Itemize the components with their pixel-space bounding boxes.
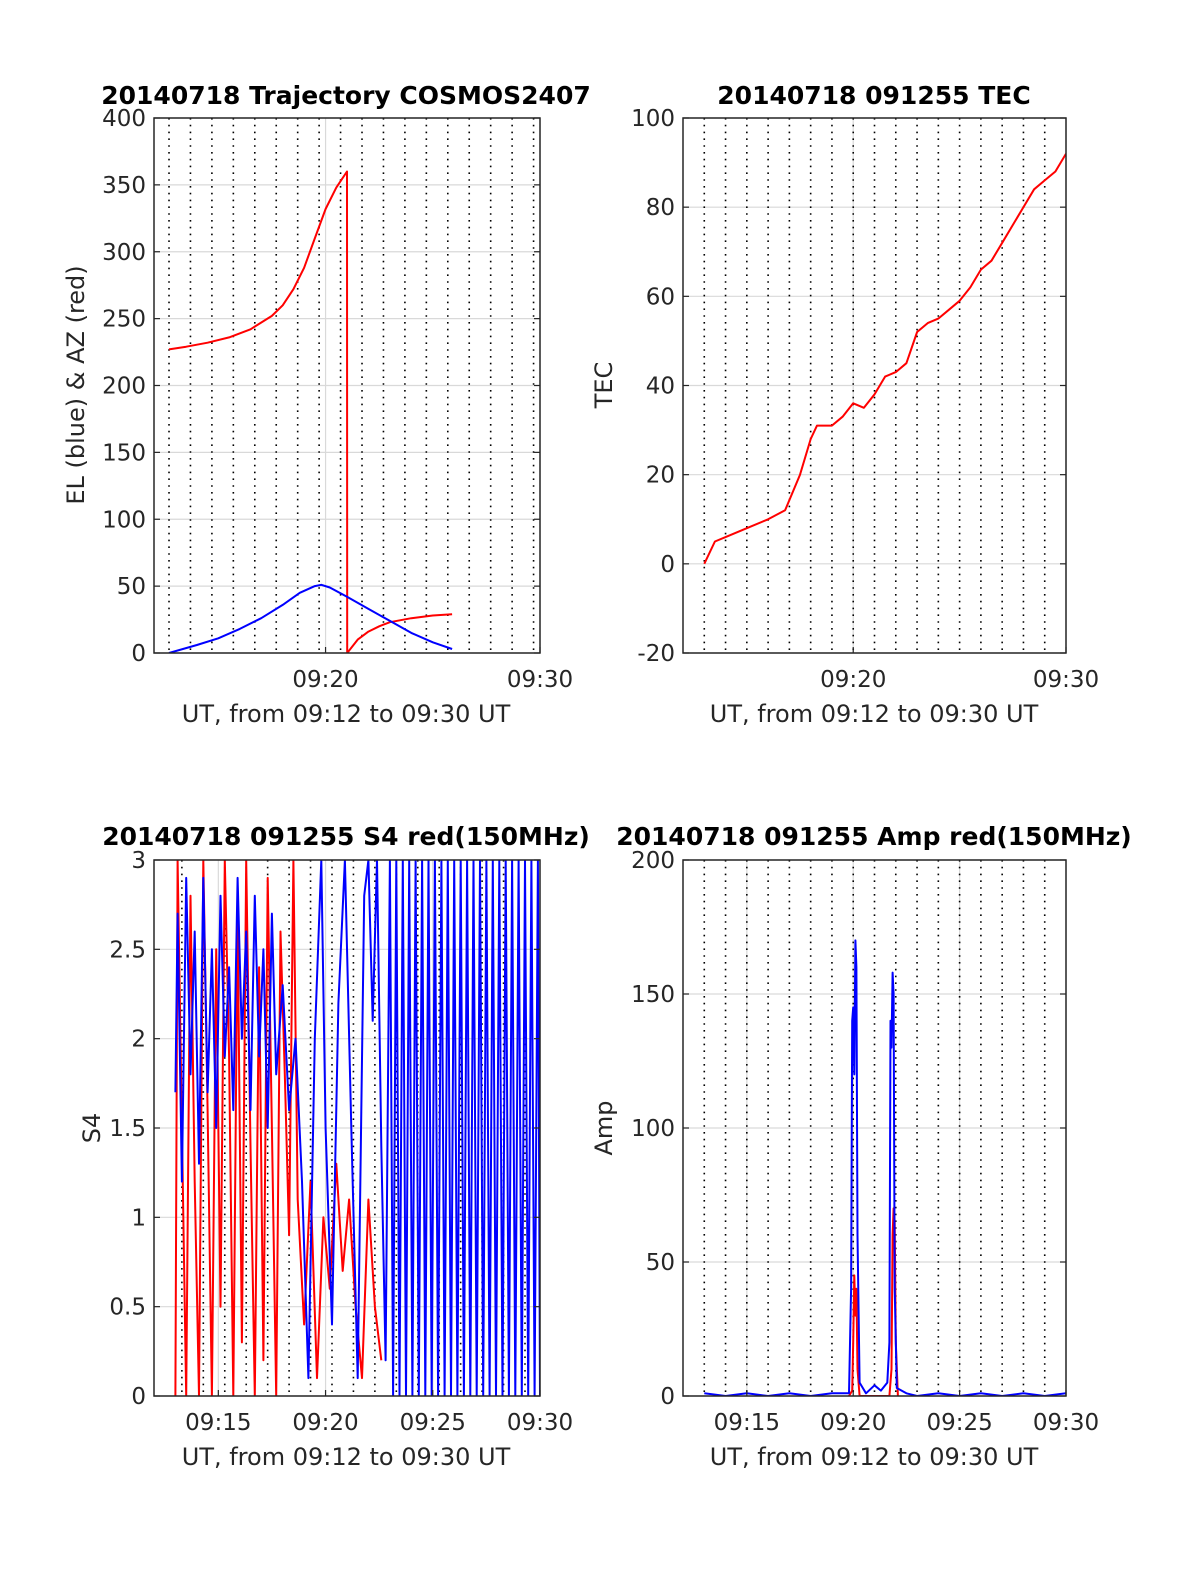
y-tick-label: 3 — [131, 848, 146, 874]
x-axis-label: UT, from 09:12 to 09:30 UT — [182, 1443, 511, 1471]
plot-area: 0 50 100 150 200 09:15 09:20 09:25 09:30 — [631, 848, 1099, 1436]
y-axis-label: TEC — [590, 362, 618, 410]
x-tick-label: 09:25 — [400, 1410, 466, 1436]
y-tick-label: 2.5 — [109, 937, 146, 963]
x-tick-label: 09:30 — [507, 667, 573, 693]
x-tick-label: 09:25 — [926, 1410, 992, 1436]
y-tick-label: 80 — [646, 195, 675, 221]
y-tick-label: 40 — [646, 374, 675, 400]
y-tick-label: 1.5 — [109, 1116, 146, 1142]
plot-title: 20140718 091255 TEC — [717, 81, 1030, 110]
y-tick-label: 0 — [660, 552, 675, 578]
y-tick-label: 250 — [102, 307, 146, 333]
y-tick-label: 150 — [102, 440, 146, 466]
y-tick-label: 100 — [102, 507, 146, 533]
x-tick-label: 09:15 — [714, 1410, 780, 1436]
y-axis-label: Amp — [590, 1100, 618, 1155]
series-line-blue — [174, 860, 540, 1396]
y-tick-label: 200 — [631, 848, 675, 874]
y-tick-label: 100 — [631, 1116, 675, 1142]
y-tick-label: 20 — [646, 463, 675, 489]
x-tick-label: 09:20 — [820, 1410, 886, 1436]
y-tick-label: 350 — [102, 173, 146, 199]
y-tick-label: 0 — [131, 641, 146, 667]
x-tick-label: 09:20 — [820, 667, 886, 693]
series-line-red — [703, 153, 1066, 565]
y-tick-label: -20 — [637, 641, 675, 667]
plot-area: 0 50 100 150 200 250 300 350 400 09:20 09:30 — [102, 106, 573, 693]
plot-title: 20140718 Trajectory COSMOS2407 — [101, 81, 591, 110]
plot-title: 20140718 091255 S4 red(150MHz) — [102, 822, 590, 851]
y-tick-label: 50 — [117, 574, 146, 600]
x-tick-label: 09:30 — [1033, 1410, 1099, 1436]
y-tick-label: 200 — [102, 374, 146, 400]
y-tick-label: 1 — [131, 1205, 146, 1231]
x-tick-label: 09:20 — [292, 1410, 358, 1436]
y-tick-label: 150 — [631, 982, 675, 1008]
y-tick-label: 50 — [646, 1250, 675, 1276]
series-line-blue — [704, 939, 1066, 1396]
y-axis-label: S4 — [78, 1113, 106, 1144]
y-tick-label: 400 — [102, 106, 146, 132]
series-line-blue — [168, 583, 453, 653]
plot-area: 0 0.5 1 1.5 2 2.5 3 09:15 09:20 09:25 09:30 — [109, 848, 573, 1436]
y-tick-label: 0 — [660, 1384, 675, 1410]
x-tick-label: 09:20 — [292, 667, 358, 693]
y-tick-label: 300 — [102, 240, 146, 266]
plot-title: 20140718 091255 Amp red(150MHz) — [616, 822, 1132, 851]
panel-tec: 20140718 091255 TEC -20 0 20 40 60 80 100 09:20… — [590, 81, 1099, 728]
x-axis-label: UT, from 09:12 to 09:30 UT — [710, 1443, 1039, 1471]
y-axis-label: EL (blue) & AZ (red) — [62, 265, 90, 504]
y-tick-label: 0.5 — [109, 1295, 146, 1321]
y-tick-label: 100 — [631, 106, 675, 132]
y-tick-label: 2 — [131, 1027, 146, 1053]
x-tick-label: 09:30 — [1033, 667, 1099, 693]
panel-s4: 20140718 091255 S4 red(150MHz) 0 0.5 1 1.5 2… — [78, 822, 590, 1471]
y-tick-label: 60 — [646, 284, 675, 310]
x-axis-label: UT, from 09:12 to 09:30 UT — [710, 700, 1039, 728]
series-line-red — [174, 860, 383, 1396]
x-tick-label: 09:30 — [507, 1410, 573, 1436]
series-line-red — [168, 170, 453, 653]
panel-amp: 20140718 091255 Amp red(150MHz) 0 50 100 15… — [590, 822, 1132, 1471]
plot-area: -20 0 20 40 60 80 100 09:20 09:30 — [631, 106, 1099, 693]
x-tick-label: 09:15 — [185, 1410, 251, 1436]
y-tick-label: 0 — [131, 1384, 146, 1410]
panel-trajectory: 20140718 Trajectory COSMOS2407 0 50 100 150… — [62, 81, 591, 728]
x-axis-label: UT, from 09:12 to 09:30 UT — [182, 700, 511, 728]
